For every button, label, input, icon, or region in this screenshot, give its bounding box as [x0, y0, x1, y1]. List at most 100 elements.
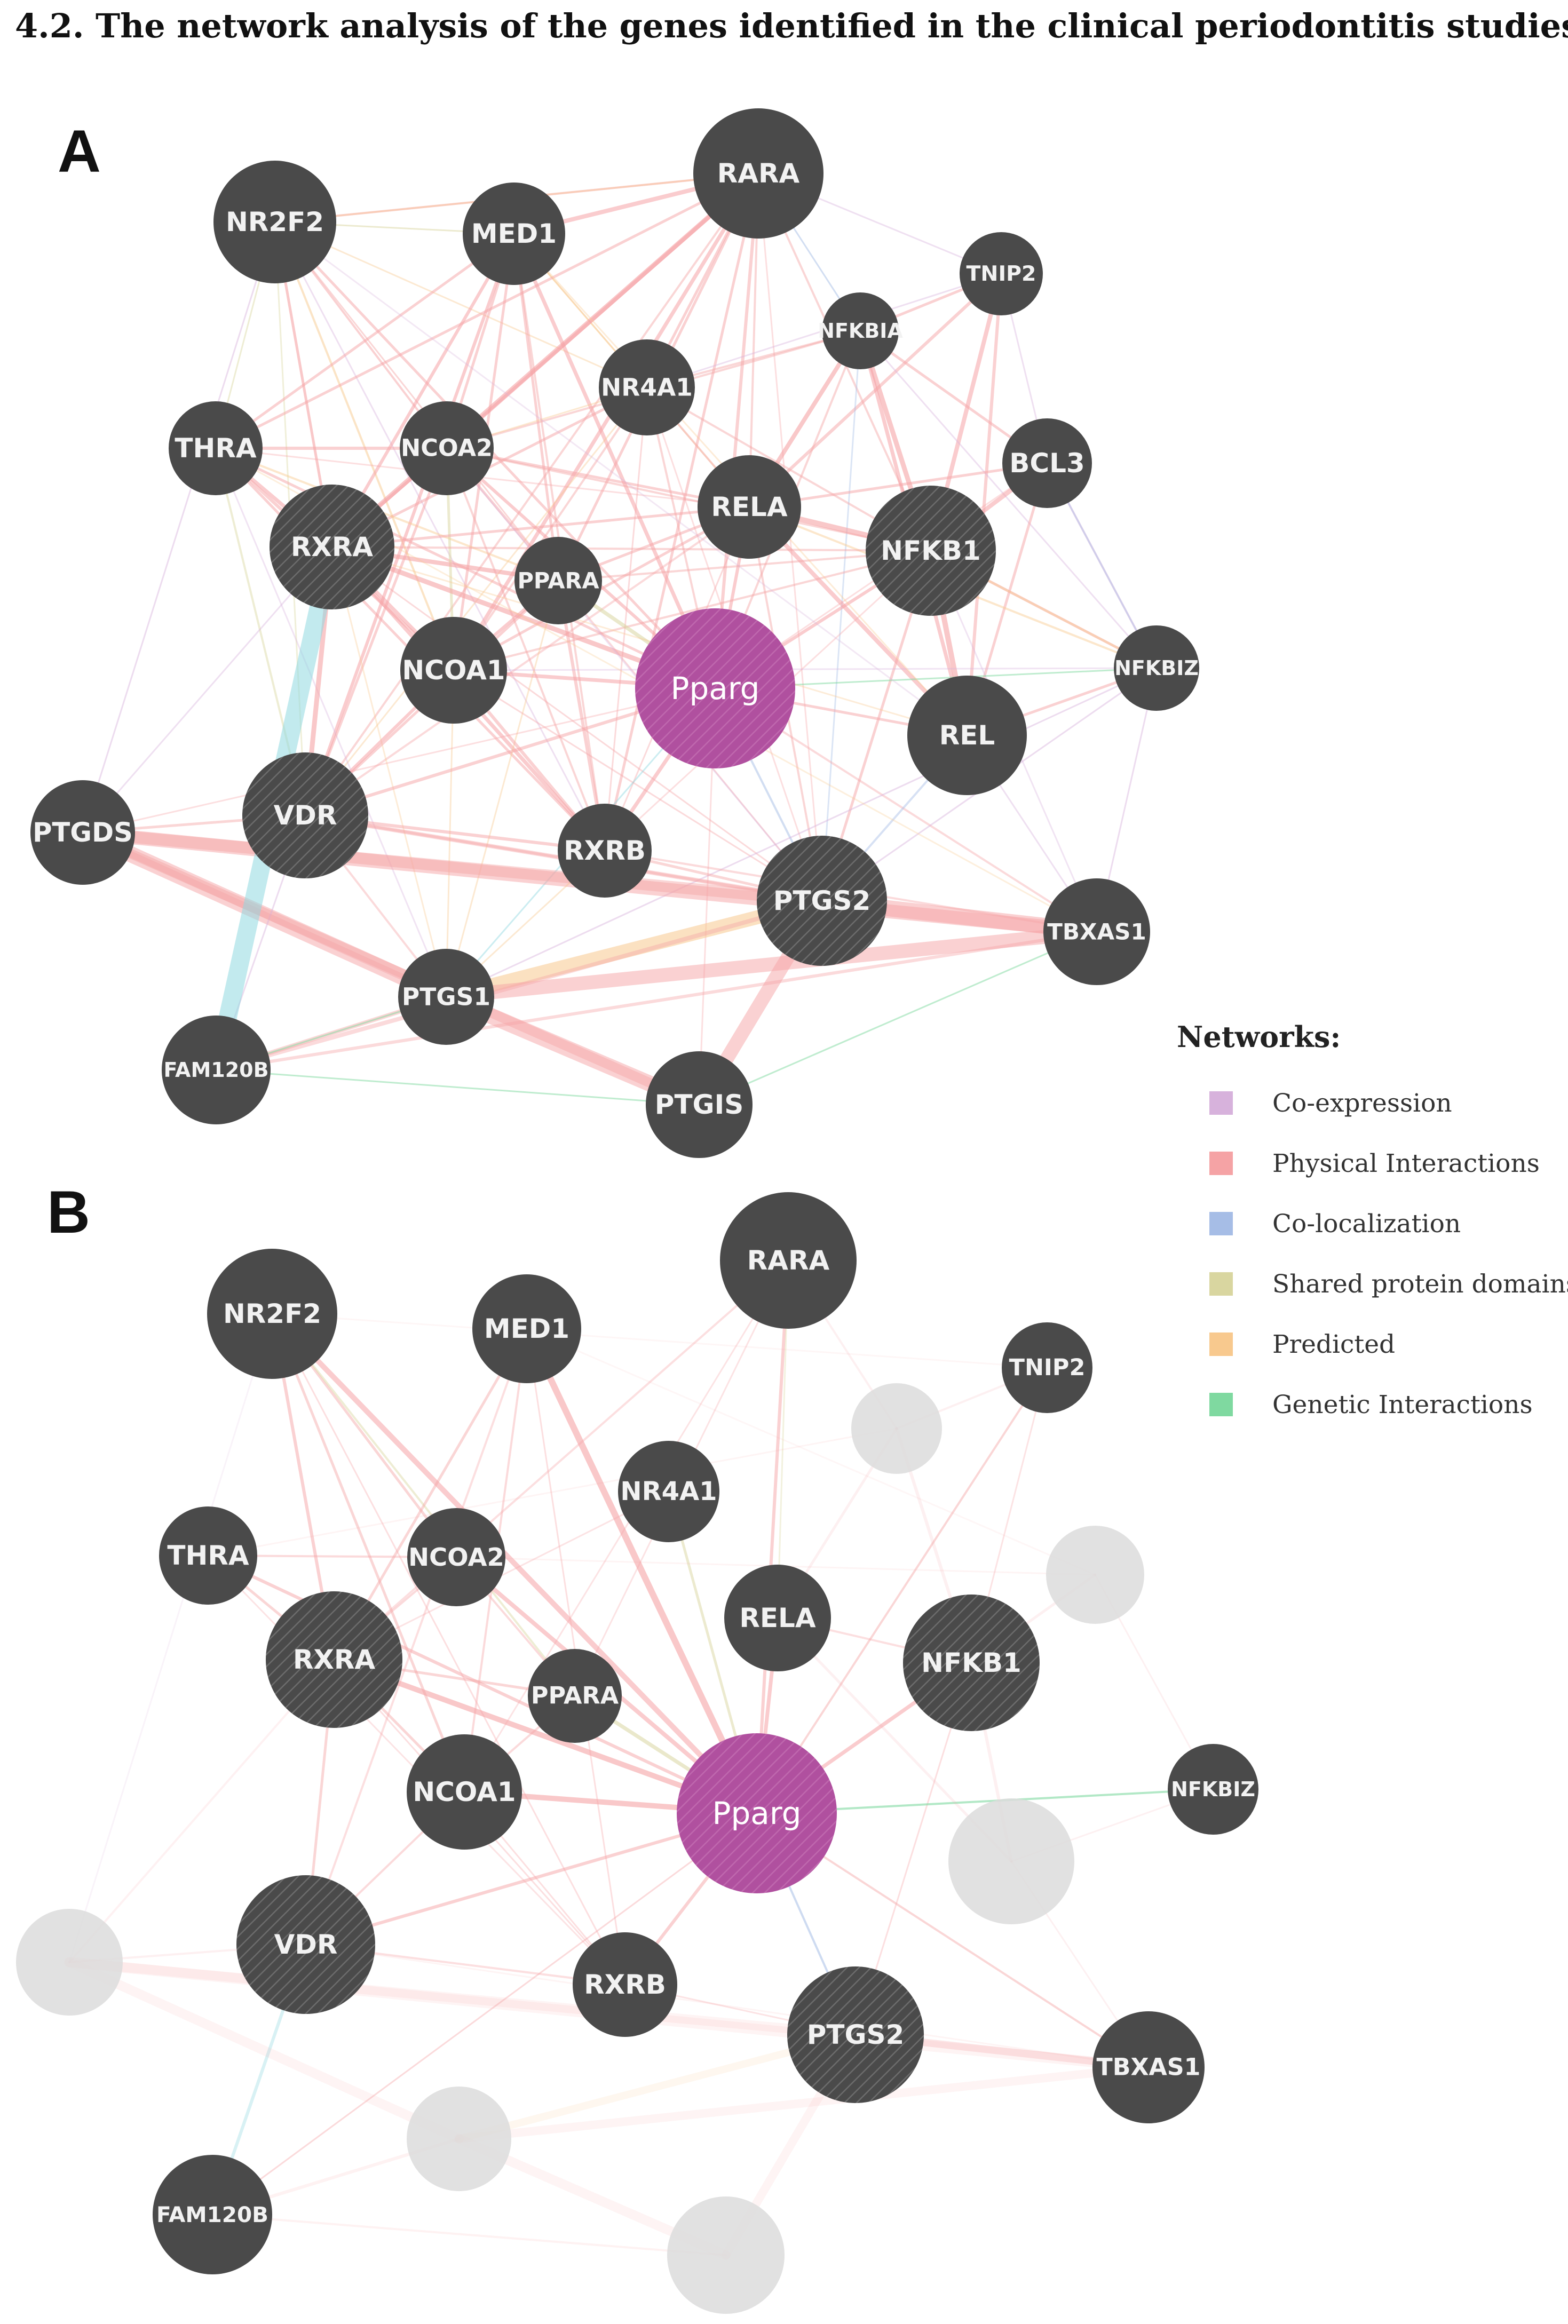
edge-rara-ncoa2: [445, 171, 761, 450]
node-rel[interactable]: REL: [907, 676, 1027, 795]
node-ptgs1[interactable]: PTGS1: [398, 949, 494, 1045]
node-thra[interactable]: THRA: [169, 401, 263, 495]
node-label: PTGIS: [655, 1089, 743, 1120]
node-circle: [159, 1506, 257, 1605]
node-tnip2[interactable]: TNIP2: [1002, 1322, 1092, 1413]
node-nfkbia[interactable]: NFKBIA: [818, 292, 903, 369]
node-nfkbia[interactable]: [851, 1383, 942, 1474]
node-circle: [1002, 418, 1092, 508]
node-ncoa2[interactable]: NCOA2: [400, 401, 494, 495]
node-nr4a1[interactable]: NR4A1: [618, 1441, 719, 1542]
node-label: PPARA: [531, 1683, 619, 1710]
node-nfkbiz[interactable]: NFKBIZ: [1114, 625, 1199, 711]
node-circle: [757, 836, 887, 966]
edge-tbxas1-ptgis: [698, 931, 1098, 1106]
node-rxra[interactable]: RXRA: [266, 1591, 402, 1728]
node-rel[interactable]: [948, 1798, 1074, 1924]
node-med1[interactable]: MED1: [463, 183, 565, 285]
node-label: Pparg: [712, 1795, 802, 1831]
node-fam120b[interactable]: FAM120B: [153, 2155, 272, 2274]
node-circle: [787, 1966, 924, 2103]
node-bcl3[interactable]: [1046, 1526, 1144, 1624]
node-rara[interactable]: RARA: [720, 1192, 857, 1329]
node-nfkb1[interactable]: NFKB1: [903, 1595, 1040, 1731]
node-circle: [472, 1274, 581, 1383]
edge-rela-ncoa1: [452, 505, 751, 672]
node-label: VDR: [274, 1929, 338, 1960]
node-nfkbiz[interactable]: NFKBIZ: [1168, 1744, 1258, 1835]
node-nr2f2[interactable]: NR2F2: [213, 161, 336, 283]
node-label: NR4A1: [601, 374, 693, 402]
edge-nr2f2-ncoa1: [274, 221, 455, 671]
legend-swatch: [1209, 1212, 1233, 1235]
node-label: RELA: [739, 1603, 816, 1633]
edge-rxra-nfkb1: [331, 546, 932, 552]
node-nr2f2[interactable]: NR2F2: [207, 1249, 337, 1379]
edge-nfkbia-ptgs2: [821, 330, 861, 902]
node-ptgs1[interactable]: [407, 2087, 511, 2191]
node-ptgs2[interactable]: PTGS2: [757, 836, 887, 966]
edge-rxra-ptgs1: [331, 546, 447, 998]
node-tnip2[interactable]: TNIP2: [960, 232, 1043, 315]
node-ppara[interactable]: PPARA: [528, 1649, 622, 1743]
node-circle: [407, 2087, 511, 2191]
edge-nr2f2-rxrb: [271, 1313, 626, 1986]
edge-pparg-ptgds: [82, 687, 716, 834]
node-circle: [16, 1909, 123, 2016]
node-vdr[interactable]: VDR: [236, 1875, 375, 2014]
node-label: NCOA1: [413, 1776, 516, 1807]
node-circle: [407, 1508, 505, 1606]
node-ptgis[interactable]: [667, 2196, 785, 2314]
node-vdr[interactable]: VDR: [242, 752, 368, 878]
edge-ptgds-nr2f2: [82, 221, 276, 834]
node-rxrb[interactable]: RXRB: [558, 804, 652, 898]
node-rela[interactable]: RELA: [698, 455, 801, 559]
node-tbxas1[interactable]: TBXAS1: [1092, 2011, 1205, 2123]
node-rxrb[interactable]: RXRB: [573, 1932, 677, 2037]
node-ncoa2[interactable]: NCOA2: [407, 1508, 505, 1606]
node-ppara[interactable]: PPARA: [514, 537, 602, 624]
node-rara[interactable]: RARA: [693, 108, 823, 239]
node-circle: [720, 1192, 857, 1329]
node-ptgis[interactable]: PTGIS: [646, 1051, 753, 1158]
node-pparg[interactable]: Pparg: [635, 608, 795, 768]
node-rxra[interactable]: RXRA: [270, 485, 394, 609]
node-rela[interactable]: RELA: [724, 1565, 831, 1671]
edge-fam120b-ptgis: [211, 2214, 727, 2256]
edge-med1-ppara: [512, 232, 560, 582]
edge-ppara-ptgs1: [445, 580, 559, 998]
node-label: RARA: [747, 1245, 830, 1276]
edge-med1-vdr: [305, 1328, 528, 1946]
node-ptgs2[interactable]: PTGS2: [787, 1966, 924, 2103]
node-ncoa1[interactable]: NCOA1: [407, 1734, 522, 1850]
legend-swatch: [1209, 1091, 1233, 1115]
node-fam120b[interactable]: FAM120B: [162, 1016, 271, 1124]
edge-ncoa2-vdr: [304, 447, 448, 817]
node-label: NCOA2: [408, 1543, 504, 1572]
node-circle: [948, 1798, 1074, 1924]
node-circle: [907, 676, 1027, 795]
node-bcl3[interactable]: BCL3: [1002, 418, 1092, 508]
node-label: NCOA2: [401, 435, 493, 462]
node-tbxas1[interactable]: TBXAS1: [1043, 878, 1150, 985]
node-ptgds[interactable]: [16, 1909, 123, 2016]
edge-med1-thra: [214, 232, 516, 450]
node-pparg[interactable]: Pparg: [677, 1733, 837, 1893]
node-circle: [698, 455, 801, 559]
node-ptgds[interactable]: PTGDS: [30, 780, 135, 885]
edge-nr2f2-ppara: [271, 1313, 576, 1697]
node-circle: [851, 1383, 942, 1474]
node-thra[interactable]: THRA: [159, 1506, 257, 1605]
node-label: REL: [939, 720, 995, 751]
node-label: TNIP2: [1009, 1354, 1086, 1381]
node-circle: [1043, 878, 1150, 985]
node-label: NCOA1: [402, 655, 505, 686]
node-nfkb1[interactable]: NFKB1: [866, 486, 996, 616]
node-med1[interactable]: MED1: [472, 1274, 581, 1383]
node-label: NFKBIZ: [1114, 656, 1199, 680]
node-nr4a1[interactable]: NR4A1: [599, 339, 695, 435]
edge-nr4a1-rxrb: [604, 386, 648, 852]
node-circle: [635, 608, 795, 768]
node-label: Pparg: [671, 670, 760, 707]
node-ncoa1[interactable]: NCOA1: [400, 617, 507, 724]
